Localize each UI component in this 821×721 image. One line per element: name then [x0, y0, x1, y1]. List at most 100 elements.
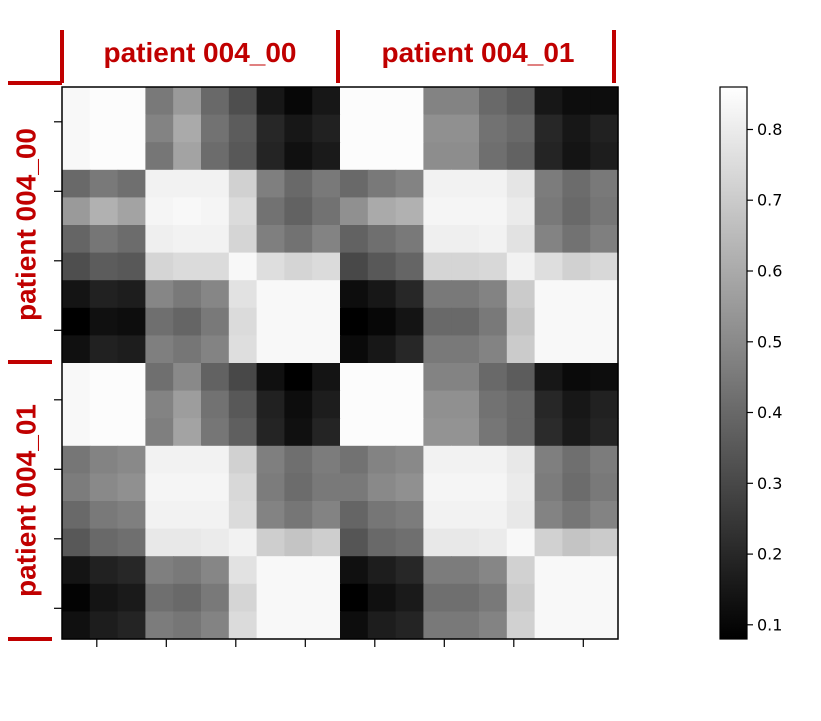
heatmap-cell	[423, 142, 452, 171]
heatmap-cell	[256, 197, 285, 226]
heatmap-cell	[395, 142, 424, 171]
heatmap-cell	[423, 583, 452, 612]
heatmap-cell	[395, 87, 424, 116]
heatmap-cell	[117, 335, 146, 364]
heatmap-cell	[145, 583, 174, 612]
heatmap-cell	[284, 114, 313, 143]
heatmap-cell	[479, 501, 508, 530]
heatmap-cell	[173, 225, 202, 254]
heatmap-cell	[312, 142, 341, 171]
heatmap-cell	[62, 87, 91, 116]
heatmap-cell	[89, 169, 119, 198]
heatmap-cell	[117, 473, 146, 502]
heatmap-cell	[62, 169, 91, 198]
heatmap-cell	[62, 473, 91, 502]
heatmap-cell	[284, 418, 313, 447]
heatmap-cell	[145, 169, 174, 198]
heatmap-cell	[395, 307, 424, 336]
heatmap-cell	[479, 169, 508, 198]
heatmap-cell	[590, 445, 619, 474]
heatmap-cell	[228, 390, 258, 419]
heatmap-cell	[395, 556, 424, 585]
heatmap-cell	[340, 307, 369, 336]
heatmap-cell	[423, 611, 452, 640]
heatmap-cell	[201, 528, 230, 557]
heatmap-cell	[62, 142, 91, 171]
heatmap-cell	[479, 583, 508, 612]
heatmap-cells	[62, 87, 619, 640]
heatmap-cell	[479, 197, 508, 226]
heatmap-cell	[228, 363, 258, 392]
group-label-x-1: patient 004_01	[382, 37, 575, 68]
heatmap-cell	[173, 583, 202, 612]
heatmap-cell	[506, 583, 536, 612]
heatmap-cell	[534, 87, 563, 116]
heatmap-cell	[340, 225, 369, 254]
heatmap-cell	[590, 335, 619, 364]
colorbar-tick-label: 0.1	[757, 615, 782, 634]
heatmap-cell	[228, 225, 258, 254]
heatmap-cell	[145, 225, 174, 254]
heatmap-cell	[562, 307, 591, 336]
heatmap-cell	[312, 501, 341, 530]
heatmap-cell	[395, 363, 424, 392]
heatmap-cell	[534, 556, 563, 585]
heatmap-cell	[506, 87, 536, 116]
heatmap-cell	[590, 252, 619, 281]
heatmap-cell	[89, 335, 119, 364]
heatmap-cell	[479, 307, 508, 336]
heatmap-cell	[367, 501, 397, 530]
heatmap-cell	[312, 307, 341, 336]
heatmap-cell	[534, 280, 563, 309]
heatmap-cell	[312, 335, 341, 364]
heatmap-cell	[256, 611, 285, 640]
heatmap-cell	[506, 142, 536, 171]
heatmap-cell	[562, 114, 591, 143]
heatmap-cell	[451, 473, 480, 502]
heatmap-cell	[340, 252, 369, 281]
heatmap-cell	[451, 197, 480, 226]
heatmap-cell	[479, 225, 508, 254]
heatmap-cell	[201, 335, 230, 364]
heatmap-cell	[145, 445, 174, 474]
heatmap-cell	[89, 363, 119, 392]
heatmap-cell	[173, 445, 202, 474]
heatmap-cell	[62, 307, 91, 336]
heatmap-cell	[534, 418, 563, 447]
heatmap-cell	[228, 87, 258, 116]
heatmap-cell	[62, 445, 91, 474]
heatmap-cell	[367, 445, 397, 474]
heatmap-cell	[312, 114, 341, 143]
heatmap-cell	[62, 225, 91, 254]
heatmap-cell	[117, 363, 146, 392]
heatmap-cell	[62, 611, 91, 640]
heatmap-cell	[256, 473, 285, 502]
heatmap-cell	[173, 363, 202, 392]
heatmap-cell	[534, 225, 563, 254]
heatmap-cell	[562, 197, 591, 226]
heatmap-cell	[173, 528, 202, 557]
heatmap-cell	[62, 114, 91, 143]
heatmap-cell	[562, 280, 591, 309]
heatmap-cell	[451, 445, 480, 474]
heatmap-cell	[62, 418, 91, 447]
heatmap-cell	[312, 556, 341, 585]
heatmap-cell	[340, 363, 369, 392]
heatmap-cell	[89, 528, 119, 557]
heatmap-cell	[201, 114, 230, 143]
heatmap-cell	[423, 528, 452, 557]
heatmap-cell	[451, 335, 480, 364]
heatmap-cell	[145, 528, 174, 557]
heatmap-cell	[590, 528, 619, 557]
heatmap-cell	[395, 280, 424, 309]
heatmap-cell	[117, 583, 146, 612]
heatmap-cell	[145, 87, 174, 116]
heatmap-cell	[451, 611, 480, 640]
heatmap-cell	[340, 280, 369, 309]
heatmap-cell	[395, 169, 424, 198]
group-label-y-0: patient 004_00	[10, 128, 41, 321]
heatmap-cell	[62, 390, 91, 419]
heatmap-cell	[423, 473, 452, 502]
heatmap-cell	[117, 528, 146, 557]
